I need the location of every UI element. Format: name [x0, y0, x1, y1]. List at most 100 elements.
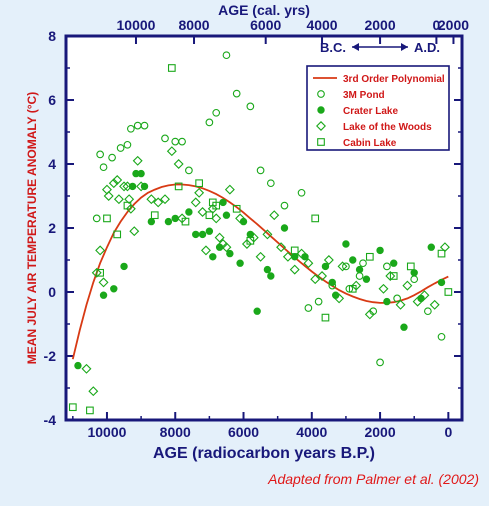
data-point: [137, 169, 145, 178]
data-point: [412, 296, 423, 307]
data-point: [348, 284, 357, 293]
data-point: [140, 182, 149, 191]
data-point: [269, 210, 280, 221]
data-point: [198, 230, 207, 239]
data-point: [174, 182, 183, 191]
x-axis-title: AGE (radiocarbon years B.P.): [153, 445, 375, 462]
top-axis-title: AGE (cal. yrs): [218, 2, 310, 18]
data-point: [86, 406, 94, 415]
data-point: [376, 246, 384, 255]
y-tick-label: -4: [44, 412, 57, 428]
legend-label: Lake of the Woods: [343, 122, 432, 133]
series-cabin-lake: [68, 64, 453, 415]
data-point: [95, 245, 106, 256]
top-tick-label: 4000: [306, 17, 337, 33]
data-point: [349, 256, 357, 264]
data-point: [96, 150, 104, 159]
top-tick-label: 6000: [250, 17, 281, 33]
credit-caption: Adapted from Palmer et al. (2002): [268, 471, 479, 487]
data-point: [310, 274, 321, 285]
data-point: [342, 240, 350, 248]
era-arrow-left-head: [352, 43, 359, 51]
data-point: [385, 271, 396, 281]
data-point: [173, 159, 184, 169]
x-tick-label: 0: [444, 424, 452, 440]
data-point: [296, 248, 307, 259]
data-point: [122, 181, 133, 192]
top-tick-label: 10000: [117, 17, 156, 33]
data-point: [219, 198, 227, 207]
data-point: [321, 313, 330, 322]
legend-marker: [317, 138, 325, 146]
data-point: [406, 262, 415, 271]
data-point: [328, 278, 336, 287]
series-crater-lake: [74, 169, 446, 370]
data-point: [337, 261, 348, 272]
data-point: [128, 182, 137, 191]
data-point: [200, 245, 211, 256]
data-point: [167, 64, 176, 72]
data-point: [383, 297, 391, 306]
data-point: [255, 251, 266, 262]
legend-label: Crater Lake: [343, 106, 398, 117]
data-point: [290, 246, 299, 255]
data-point: [146, 194, 157, 205]
data-point: [120, 262, 128, 271]
data-point: [402, 280, 413, 291]
data-point: [276, 242, 287, 253]
y-tick-label: -2: [44, 348, 57, 364]
legend-label: 3rd Order Polynomial: [343, 74, 445, 85]
data-point: [424, 307, 432, 316]
era-bc-label: B.C.: [320, 40, 346, 55]
data-point: [132, 155, 143, 166]
x-tick-label: 6000: [228, 424, 259, 440]
data-point: [383, 262, 391, 271]
data-point: [112, 175, 123, 185]
era-arrow-right-head: [401, 43, 408, 51]
data-point: [136, 181, 147, 192]
data-point: [212, 108, 221, 117]
data-point: [129, 226, 140, 237]
data-point: [74, 361, 82, 370]
data-point: [321, 262, 330, 271]
data-point: [113, 194, 124, 205]
data-point: [410, 269, 418, 277]
data-point: [197, 207, 208, 217]
data-point: [96, 268, 104, 277]
data-point: [99, 291, 108, 299]
data-point: [181, 217, 190, 226]
data-point: [235, 213, 246, 224]
data-point: [355, 265, 364, 274]
data-point: [160, 194, 170, 205]
x-tick-label: 4000: [296, 424, 327, 440]
data-point: [140, 121, 149, 130]
legend-marker: [316, 121, 326, 131]
y-tick-label: 0: [48, 284, 56, 300]
data-point: [222, 211, 231, 219]
data-point: [232, 89, 241, 98]
data-point: [437, 332, 446, 341]
data-point: [246, 102, 255, 111]
x-tick-label: 2000: [364, 424, 395, 440]
data-point: [185, 208, 193, 216]
data-point: [226, 249, 234, 258]
data-point: [303, 258, 314, 269]
data-point: [221, 242, 232, 253]
data-point: [92, 214, 101, 223]
legend-box: [306, 65, 450, 151]
data-point: [68, 403, 77, 412]
data-point: [195, 179, 203, 188]
data-point: [212, 201, 221, 210]
data-point: [263, 265, 272, 274]
data-point: [91, 267, 102, 278]
data-point: [389, 272, 398, 280]
data-point: [429, 299, 440, 310]
series-lake-of-the-woods: [81, 146, 450, 397]
data-point: [108, 178, 119, 189]
series-3m-pond: [92, 51, 446, 367]
data-point: [166, 146, 177, 157]
data-point: [246, 236, 255, 245]
data-point: [98, 277, 109, 288]
data-point: [153, 197, 164, 208]
data-point: [395, 299, 406, 310]
